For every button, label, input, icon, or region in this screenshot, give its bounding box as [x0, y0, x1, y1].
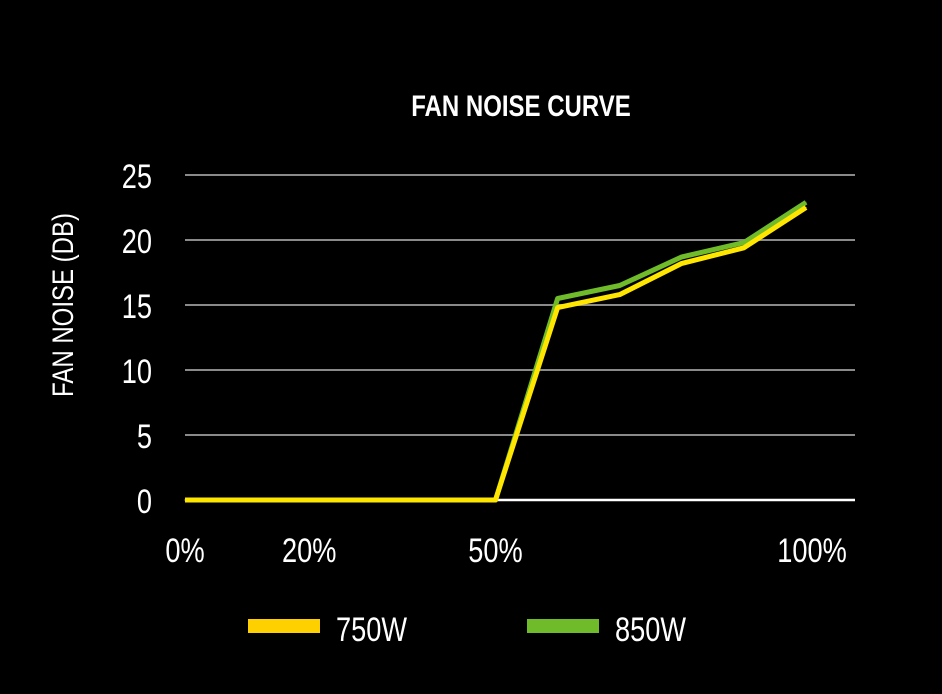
data-point-850w — [805, 201, 807, 203]
legend-swatch — [248, 619, 320, 633]
chart-title: FAN NOISE CURVE — [411, 88, 631, 122]
data-point-750w — [184, 499, 186, 501]
data-point-850w — [743, 242, 745, 244]
data-point-850w — [681, 256, 683, 258]
legend-swatch — [527, 619, 599, 633]
y-tick-label: 0 — [137, 482, 152, 521]
data-point-750w — [619, 294, 621, 296]
x-tick-label: 0% — [165, 531, 204, 570]
legend-item-750w: 750W — [248, 610, 407, 649]
y-tick-label: 25 — [122, 157, 152, 196]
y-axis-label: FAN NOISE (DB) — [45, 213, 79, 397]
data-point-750w — [246, 499, 248, 501]
data-point-750w — [681, 262, 683, 264]
data-point-750w — [308, 499, 310, 501]
data-point-750w — [805, 207, 807, 208]
x-tick-label: 20% — [282, 531, 336, 570]
data-point-850w — [619, 285, 621, 286]
data-point-750w — [557, 307, 559, 309]
data-point-850w — [557, 298, 559, 299]
y-tick-label: 20 — [122, 222, 152, 261]
y-tick-label: 5 — [137, 417, 152, 456]
x-tick-label: 50% — [468, 531, 522, 570]
series-line-850w — [185, 200, 808, 503]
data-point-750w — [743, 247, 745, 249]
legend-item-850w: 850W — [527, 610, 686, 649]
legend-label: 750W — [336, 610, 407, 649]
x-tick-label: 100% — [777, 531, 847, 570]
y-tick-label: 10 — [122, 352, 152, 391]
legend-label: 850W — [615, 610, 686, 649]
y-tick-label: 15 — [122, 287, 152, 326]
data-point-750w — [370, 499, 372, 501]
data-point-750w — [495, 499, 496, 501]
data-point-750w — [432, 499, 434, 501]
